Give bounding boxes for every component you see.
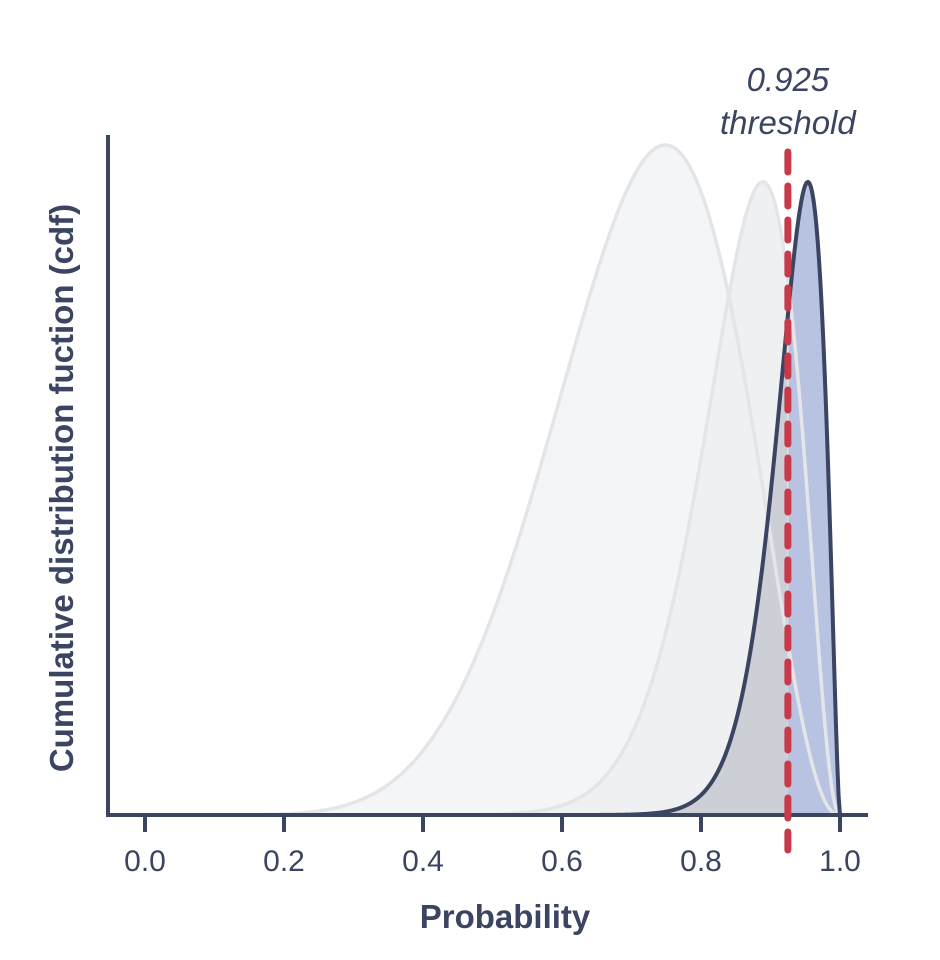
- threshold-value-label: 0.925: [747, 61, 830, 98]
- curves-layer: [145, 143, 842, 817]
- x-axis-title: Probability: [420, 898, 591, 935]
- series-1-line: [262, 143, 841, 817]
- x-tick-label: 0.6: [541, 845, 583, 878]
- x-tick-label: 0.4: [402, 845, 444, 878]
- x-tick-label: 0.8: [680, 845, 722, 878]
- x-tick-label: 0.2: [263, 845, 305, 878]
- series-2-area: [145, 181, 840, 815]
- x-tick-label: 0.0: [124, 845, 166, 878]
- series-2-line: [481, 180, 841, 817]
- series-3-area-below-threshold: [145, 322, 788, 815]
- axes-layer: [106, 135, 868, 817]
- threshold-text-label: threshold: [720, 104, 857, 141]
- series-3-area-above-threshold: [787, 181, 840, 816]
- x-ticks: 0.0 0.2 0.4 0.6 0.8 1.0: [124, 815, 861, 878]
- x-tick-label: 1.0: [819, 845, 861, 878]
- y-axis-title: Cumulative distribution fuction (cdf): [43, 204, 80, 772]
